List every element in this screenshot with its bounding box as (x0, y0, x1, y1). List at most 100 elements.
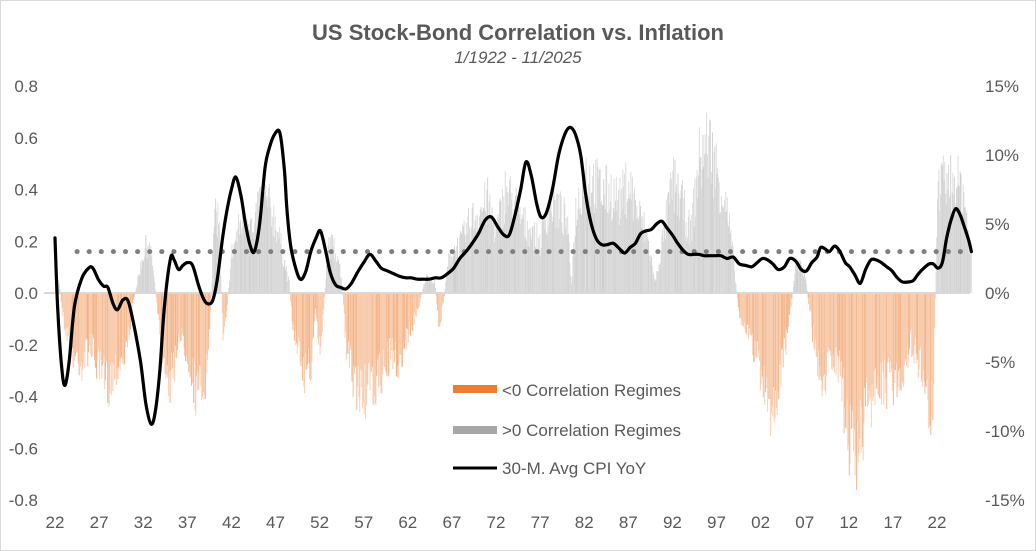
x-axis-tick-label: 77 (531, 513, 550, 532)
negative-correlation-bar (860, 293, 862, 453)
left-axis-tick-label: -0.4 (9, 388, 38, 407)
positive-correlation-bar (735, 283, 737, 293)
negative-correlation-bar (316, 293, 318, 322)
negative-correlation-bar (741, 293, 743, 320)
x-axis-tick-label: 92 (663, 513, 682, 532)
positive-correlation-bar (144, 248, 146, 293)
negative-correlation-bar (835, 293, 837, 376)
x-axis-tick-label: 27 (90, 513, 109, 532)
cpi-line (53, 125, 973, 426)
positive-correlation-bar (148, 253, 150, 293)
negative-correlation-bar (83, 293, 85, 352)
positive-correlation-bar (505, 213, 507, 293)
x-axis-ticks: 22 27 32 37 42 47 52 57 62 67 72 77 82 87 92 97 02 07 12 17… (46, 513, 947, 532)
positive-correlation-bar (625, 162, 627, 293)
positive-correlation-bar (548, 226, 550, 293)
positive-correlation-bar (662, 241, 664, 293)
negative-correlation-bar (407, 293, 409, 343)
positive-correlation-bar (274, 237, 275, 293)
negative-correlation-bar (375, 293, 377, 406)
left-axis-tick-label: -0.2 (9, 336, 38, 355)
positive-correlation-bar (455, 260, 457, 293)
positive-correlation-bar (240, 219, 242, 293)
positive-correlation-bar (950, 212, 952, 293)
x-axis-tick-label: 17 (883, 513, 902, 532)
negative-correlation-bar (849, 293, 851, 465)
positive-correlation-bar (243, 224, 245, 293)
negative-correlation-bar (892, 293, 894, 406)
positive-correlation-bar (452, 256, 454, 293)
positive-correlation-bar (630, 171, 632, 293)
negative-correlation-bar (823, 293, 824, 377)
positive-correlation-bar (679, 219, 680, 293)
positive-correlation-bar (498, 202, 500, 293)
positive-correlation-bar (471, 227, 472, 293)
positive-correlation-bar (567, 216, 569, 293)
negative-correlation-bar (834, 293, 836, 348)
negative-correlation-bar (740, 293, 741, 318)
positive-correlation-bar (573, 242, 575, 293)
positive-correlation-bar (698, 175, 700, 293)
positive-correlation-bar (662, 229, 664, 293)
negative-correlation-bar (177, 293, 178, 351)
positive-correlation-bar (431, 278, 433, 293)
negative-correlation-bar (385, 293, 386, 371)
negative-correlation-bar (345, 293, 347, 332)
positive-correlation-bar (669, 179, 671, 293)
negative-correlation-bar (871, 293, 873, 385)
positive-correlation-bar (696, 170, 698, 293)
negative-correlation-bar (842, 293, 844, 379)
positive-correlation-bar (936, 237, 938, 293)
negative-correlation-bar (812, 293, 814, 325)
negative-correlation-bar (347, 293, 349, 355)
positive-correlation-bar (706, 112, 708, 293)
negative-correlation-bar (756, 293, 758, 359)
negative-correlation-bar (874, 293, 876, 406)
positive-correlation-bar (715, 143, 717, 293)
positive-correlation-bar (618, 225, 620, 293)
negative-correlation-bar (188, 293, 189, 372)
positive-correlation-bar (434, 279, 436, 293)
negative-correlation-bar (371, 293, 373, 368)
positive-correlation-bar (285, 266, 287, 293)
negative-correlation-bar (876, 293, 878, 377)
positive-correlation-bar (697, 197, 699, 293)
negative-correlation-bar (110, 293, 112, 366)
negative-correlation-bar (120, 293, 122, 359)
positive-correlation-bar (335, 261, 337, 293)
positive-correlation-bar (604, 193, 605, 293)
negative-correlation-bar (184, 293, 186, 357)
positive-correlation-bar (705, 152, 707, 293)
negative-correlation-bar (821, 293, 823, 397)
positive-correlation-bar (584, 196, 586, 293)
positive-correlation-bar (649, 261, 651, 293)
positive-correlation-bar (731, 245, 733, 293)
negative-correlation-bar (923, 293, 924, 371)
negative-correlation-bar (66, 293, 67, 328)
negative-correlation-bar (373, 293, 375, 396)
negative-correlation-bar (903, 293, 905, 387)
negative-correlation-bar (846, 293, 848, 400)
positive-correlation-bar (626, 218, 627, 293)
positive-correlation-bar (628, 181, 630, 293)
negative-correlation-bar (86, 293, 88, 340)
positive-correlation-bar (673, 212, 675, 293)
negative-correlation-bar (404, 293, 406, 349)
negative-correlation-bar (884, 293, 885, 360)
negative-correlation-bar (303, 293, 305, 387)
positive-correlation-bar (286, 271, 288, 293)
negative-correlation-bar (357, 293, 358, 387)
positive-correlation-bar (456, 246, 458, 293)
negative-correlation-bar (369, 293, 371, 391)
positive-correlation-bar (793, 281, 795, 293)
positive-correlation-bar (458, 257, 460, 293)
positive-correlation-bar (489, 194, 491, 293)
positive-correlation-bar (654, 278, 655, 293)
negative-correlation-bar (312, 293, 314, 338)
negative-correlation-bar (80, 293, 82, 363)
positive-correlation-bar (592, 176, 594, 293)
positive-correlation-bar (685, 221, 687, 293)
negative-correlation-bar (790, 293, 792, 307)
positive-correlation-bar (508, 192, 510, 293)
negative-correlation-bar (807, 293, 809, 298)
